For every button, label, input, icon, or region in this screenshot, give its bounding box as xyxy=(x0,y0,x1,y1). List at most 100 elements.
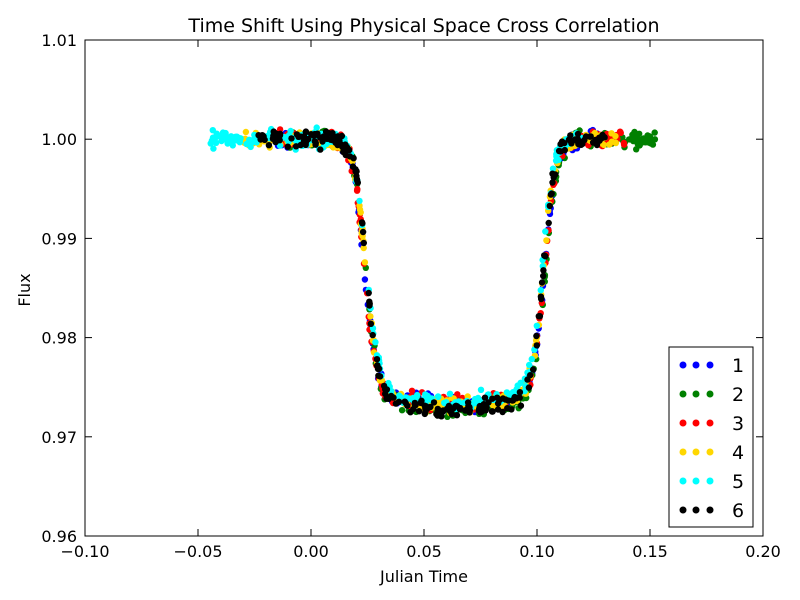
x-tick-label: 0.20 xyxy=(745,542,781,561)
data-point xyxy=(376,373,384,380)
data-point xyxy=(265,142,273,149)
data-point xyxy=(353,172,360,180)
y-tick-label: 0.97 xyxy=(41,428,77,447)
data-point xyxy=(536,313,544,320)
data-point xyxy=(477,386,485,393)
legend-entry: 2 xyxy=(679,384,744,406)
legend-box xyxy=(668,346,754,528)
legend-label: 3 xyxy=(732,413,744,435)
data-point xyxy=(543,237,550,244)
data-point xyxy=(276,126,284,133)
data-point xyxy=(533,342,540,349)
y-axis: 0.96 0.97 0.98 0.99 1.00 1.01 xyxy=(41,31,763,546)
data-point xyxy=(360,244,367,252)
data-point xyxy=(537,287,544,294)
legend-marker xyxy=(692,506,700,514)
y-tick-label: 0.98 xyxy=(41,329,77,348)
data-point xyxy=(271,131,278,138)
x-axis: −0.10 −0.05 0.00 0.05 0.10 0.15 0.20 xyxy=(60,40,781,561)
data-point xyxy=(344,145,352,152)
data-point xyxy=(424,396,431,403)
data-point xyxy=(404,402,411,409)
legend-entry: 6 xyxy=(679,500,744,522)
data-point xyxy=(612,139,619,146)
data-point xyxy=(350,155,357,162)
data-point xyxy=(361,259,369,266)
data-point xyxy=(233,137,240,144)
data-point xyxy=(538,279,546,286)
legend-label: 4 xyxy=(732,442,744,464)
legend-marker xyxy=(706,506,714,514)
data-point xyxy=(356,197,363,205)
plot-points xyxy=(207,124,659,420)
data-point xyxy=(415,408,423,415)
data-point xyxy=(527,372,534,379)
data-point xyxy=(489,395,496,402)
data-point xyxy=(353,168,360,175)
data-point xyxy=(397,393,404,401)
data-point xyxy=(505,391,513,398)
legend-marker xyxy=(706,390,714,398)
data-point xyxy=(398,407,406,414)
data-point xyxy=(452,402,460,409)
legend-marker xyxy=(692,448,700,456)
data-point xyxy=(276,142,284,149)
legend-marker xyxy=(692,419,700,427)
data-point xyxy=(276,130,284,137)
data-point xyxy=(453,412,461,419)
data-point xyxy=(335,139,342,147)
data-point xyxy=(545,219,552,227)
data-point xyxy=(255,132,262,139)
data-point xyxy=(574,130,582,138)
data-point xyxy=(434,405,441,413)
legend-label: 2 xyxy=(732,384,744,406)
data-point xyxy=(596,137,603,144)
data-point xyxy=(608,130,615,137)
data-point xyxy=(443,405,451,412)
data-point xyxy=(651,129,658,136)
y-tick-label: 1.01 xyxy=(41,31,77,50)
data-point xyxy=(601,134,608,141)
data-point xyxy=(549,165,557,172)
data-point xyxy=(212,134,219,141)
legend-entry: 5 xyxy=(679,471,744,493)
legend-marker xyxy=(692,477,700,485)
data-point xyxy=(373,356,381,363)
data-point xyxy=(516,389,524,396)
data-point xyxy=(504,405,511,412)
data-point xyxy=(481,394,489,401)
data-point xyxy=(359,220,366,227)
data-point xyxy=(549,179,556,186)
data-point xyxy=(517,379,524,386)
data-point xyxy=(567,132,574,139)
y-axis-label: Flux xyxy=(15,273,34,306)
data-point xyxy=(418,397,425,404)
data-point xyxy=(540,267,547,274)
data-point xyxy=(494,406,502,413)
data-point xyxy=(284,143,291,150)
data-point xyxy=(367,313,374,320)
legend-entry: 3 xyxy=(679,413,744,435)
legend-label: 5 xyxy=(732,471,744,493)
x-tick-label: −0.10 xyxy=(60,542,109,561)
data-point xyxy=(411,401,418,408)
data-point xyxy=(448,410,455,418)
data-point xyxy=(573,137,581,145)
x-tick-label: 0.05 xyxy=(406,542,442,561)
data-point xyxy=(533,322,540,329)
legend-marker xyxy=(679,390,687,398)
chart-title: Time Shift Using Physical Space Cross Co… xyxy=(187,15,659,37)
data-point xyxy=(228,137,235,144)
data-point xyxy=(542,228,549,235)
legend-marker xyxy=(706,448,714,456)
data-point xyxy=(454,391,461,398)
data-point xyxy=(548,190,555,197)
data-point xyxy=(365,289,372,297)
legend-marker xyxy=(679,361,687,369)
legend-marker xyxy=(679,506,687,514)
data-point xyxy=(302,140,309,147)
data-point xyxy=(561,146,568,154)
legend-entry: 4 xyxy=(679,442,744,464)
data-point xyxy=(369,331,376,339)
